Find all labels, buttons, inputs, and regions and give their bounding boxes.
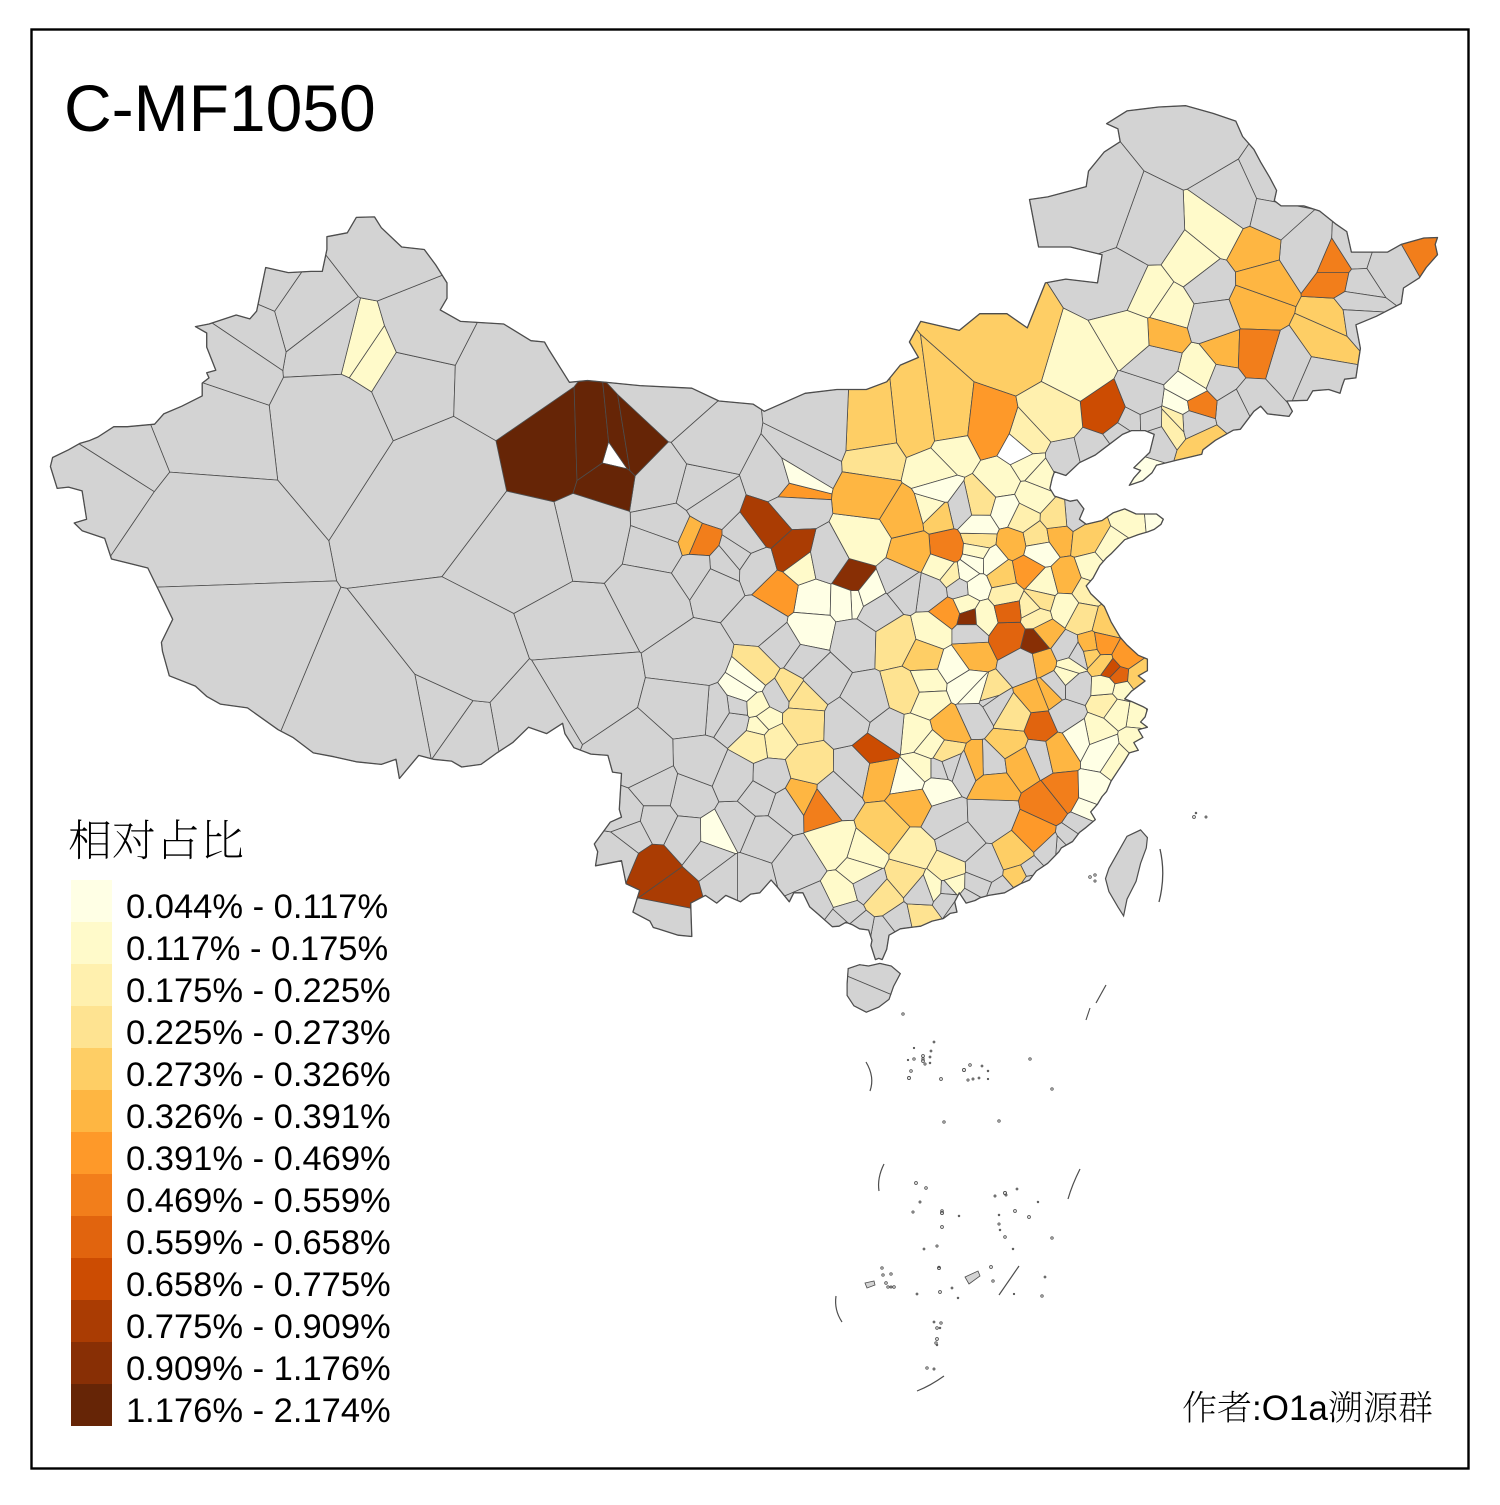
svg-text:0.117% - 0.175%: 0.117% - 0.175% (126, 930, 388, 968)
svg-text:0.175% - 0.225%: 0.175% - 0.225% (126, 972, 391, 1010)
svg-text:0.559% - 0.658%: 0.559% - 0.658% (126, 1224, 391, 1262)
svg-text::O1a: :O1a (1252, 1389, 1328, 1428)
svg-text:C-MF1050: C-MF1050 (64, 71, 376, 145)
svg-text:0.273% - 0.326%: 0.273% - 0.326% (126, 1056, 391, 1094)
svg-text:0.225% - 0.273%: 0.225% - 0.273% (126, 1014, 391, 1052)
svg-text:0.658% - 0.775%: 0.658% - 0.775% (126, 1266, 391, 1304)
svg-text:0.044% - 0.117%: 0.044% - 0.117% (126, 888, 388, 926)
svg-text:1.176% - 2.174%: 1.176% - 2.174% (126, 1392, 391, 1430)
svg-text:0.469% - 0.559%: 0.469% - 0.559% (126, 1182, 391, 1220)
svg-text:0.775% - 0.909%: 0.775% - 0.909% (126, 1308, 391, 1346)
svg-text:0.391% - 0.469%: 0.391% - 0.469% (126, 1140, 391, 1178)
svg-text:0.909% - 1.176%: 0.909% - 1.176% (126, 1350, 391, 1388)
svg-text:0.326% - 0.391%: 0.326% - 0.391% (126, 1098, 391, 1136)
